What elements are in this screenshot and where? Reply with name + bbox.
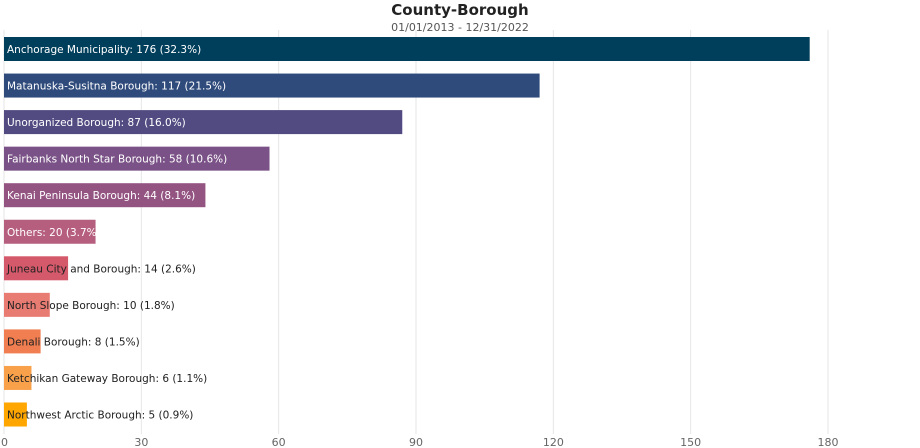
x-tick-label: 0: [1, 436, 8, 448]
bar: [4, 292, 50, 317]
x-tick-label: 60: [272, 436, 286, 448]
bar-label: Others: 20 (3.7%): [7, 227, 101, 239]
bar-label: Denali Borough: 8 (1.5%): [7, 336, 140, 348]
bar: [4, 110, 403, 135]
bar: [4, 329, 41, 354]
x-tick-label: 120: [543, 436, 564, 448]
bar-label: Northwest Arctic Borough: 5 (0.9%): [7, 410, 193, 422]
bar: [4, 183, 206, 208]
bar: [4, 256, 69, 281]
bar-label: North Slope Borough: 10 (1.8%): [7, 300, 175, 312]
chart-subtitle: 01/01/2013 - 12/31/2022: [391, 21, 529, 34]
x-tick-label: 90: [409, 436, 423, 448]
x-tick-label: 30: [134, 436, 148, 448]
bar-label: Matanuska-Susitna Borough: 117 (21.5%): [7, 81, 226, 93]
bar: [4, 219, 96, 244]
bar-label: Ketchikan Gateway Borough: 6 (1.1%): [7, 373, 207, 385]
bar-label: Fairbanks North Star Borough: 58 (10.6%): [7, 154, 227, 166]
bar: [4, 73, 540, 98]
x-tick-label: 180: [818, 436, 839, 448]
bar: [4, 365, 32, 390]
bar-label: Anchorage Municipality: 176 (32.3%): [7, 44, 201, 56]
bar-label: Kenai Peninsula Borough: 44 (8.1%): [7, 190, 195, 202]
bar-label: Unorganized Borough: 87 (16.0%): [7, 117, 186, 129]
bar: [4, 37, 810, 61]
bar-label: Juneau City and Borough: 14 (2.6%): [6, 263, 196, 275]
x-tick-label: 150: [680, 436, 701, 448]
bar: [4, 402, 27, 427]
bar: [4, 146, 270, 171]
chart-title: County-Borough: [391, 1, 529, 19]
